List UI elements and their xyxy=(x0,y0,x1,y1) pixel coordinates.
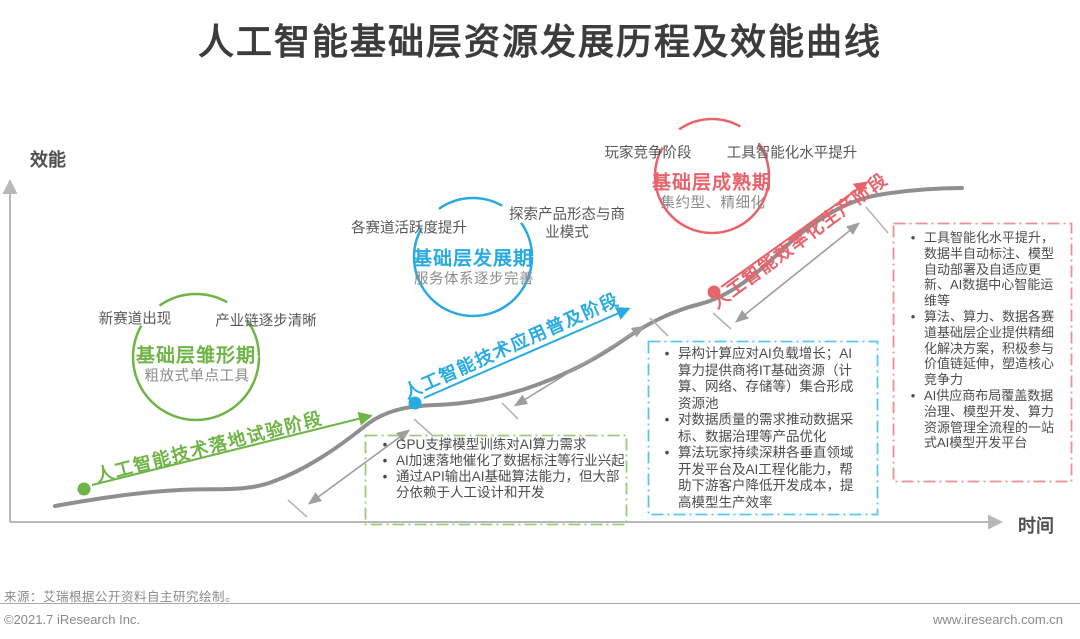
bullet-icon xyxy=(374,437,396,453)
website-url: www.iresearch.com.cn xyxy=(932,612,1063,627)
stage-circle-blue xyxy=(412,196,534,318)
stage2-circle-subtitle: 服务体系逐步完善 xyxy=(414,271,534,288)
bullet-icon xyxy=(902,230,924,309)
stage3-label-right: 工具智能化水平提升 xyxy=(726,145,858,162)
stage2-circle-title: 基础层发展期 xyxy=(412,248,534,270)
bullet-icon xyxy=(374,453,396,469)
list-item: 异构计算应对AI负载增长；AI算力提供商将IT基础资源（计算、网络、存储等）集合… xyxy=(656,346,878,412)
tick-slash-6 xyxy=(865,206,889,234)
stage1-circle-title: 基础层雏形期 xyxy=(135,345,257,367)
range-arrow-2 xyxy=(513,325,646,407)
stage2-label-left: 各赛道活跃度提升 xyxy=(351,220,467,237)
tick-slash-3 xyxy=(501,402,519,420)
y-axis-label: 效能 xyxy=(30,150,66,170)
detail-box-border-blue xyxy=(647,340,879,516)
stage-circle-green xyxy=(131,292,261,422)
phase-arrow-blue xyxy=(423,307,631,399)
stage-dot-green xyxy=(77,482,91,496)
copyright-text: ©2021.7 iResearch Inc. xyxy=(4,612,141,627)
stage2-label-right: 探索产品形态与商业模式 xyxy=(509,206,625,241)
stage-circle-red xyxy=(653,117,771,235)
list-item: 算法、算力、数据各赛道基础层企业提供精细化解决方案，积极参与价值链延伸，塑造核心… xyxy=(902,309,1072,388)
list-item: 通过API输出AI基础算法能力，但大部分依赖于人工设计和开发 xyxy=(374,469,630,501)
list-item: AI供应商布局覆盖数据治理、模型开发、算力资源管理全流程的一站式AI模型开发平台 xyxy=(902,388,1072,451)
x-axis-label: 时间 xyxy=(1018,516,1054,536)
stage3-circle-subtitle: 集约型、精细化 xyxy=(660,195,766,212)
stage-dot-red xyxy=(707,285,721,299)
range-arrow-3 xyxy=(734,222,861,323)
tick-slash-5 xyxy=(712,312,732,330)
tick-slash-2 xyxy=(413,418,434,437)
stage1-label-right: 产业链逐步清晰 xyxy=(215,313,317,330)
stage1-detail-box: GPU支撑模型训练对AI算力需求 AI加速落地催化了数据标注等行业兴起 通过AP… xyxy=(366,437,630,501)
tick-slash-1 xyxy=(287,499,308,518)
stage3-label-left: 玩家竞争阶段 xyxy=(604,145,692,162)
bullet-icon xyxy=(902,309,924,388)
list-item: AI加速落地催化了数据标注等行业兴起 xyxy=(374,453,630,469)
bullet-icon xyxy=(656,346,678,412)
bullet-icon xyxy=(656,445,678,511)
stage3-detail-box: 工具智能化水平提升，数据半自动标注、模型自动部署及自适应更新、AI数据中心智能运… xyxy=(896,230,1072,451)
list-item: 工具智能化水平提升，数据半自动标注、模型自动部署及自适应更新、AI数据中心智能运… xyxy=(902,230,1072,309)
stage1-circle-subtitle: 粗放式单点工具 xyxy=(144,368,250,385)
source-note: 来源：艾瑞根据公开资料自主研究绘制。 xyxy=(4,590,239,604)
list-item: 算法玩家持续深耕各垂直领域开发平台及AI工程化能力，帮助下游客户降低开发成本，提… xyxy=(656,445,878,511)
footer-divider xyxy=(0,603,1080,604)
bullet-icon xyxy=(374,469,396,501)
list-item: GPU支撑模型训练对AI算力需求 xyxy=(374,437,630,453)
stage2-detail-box: 异构计算应对AI负载增长；AI算力提供商将IT基础资源（计算、网络、存储等）集合… xyxy=(650,346,878,511)
tick-slash-4 xyxy=(649,317,669,337)
page-title: 人工智能基础层资源发展历程及效能曲线 xyxy=(197,21,882,62)
stage-dot-blue xyxy=(408,396,422,410)
phase-arrow-green xyxy=(91,411,373,486)
stage1-label-left: 新赛道出现 xyxy=(98,311,172,328)
bullet-icon xyxy=(902,388,924,451)
list-item: 对数据质量的需求推动数据采标、数据治理等产品优化 xyxy=(656,412,878,445)
detail-box-border-red xyxy=(892,222,1073,483)
stage3-circle-title: 基础层成熟期 xyxy=(651,172,773,194)
detail-box-border-green xyxy=(364,434,628,526)
bullet-icon xyxy=(656,412,678,445)
